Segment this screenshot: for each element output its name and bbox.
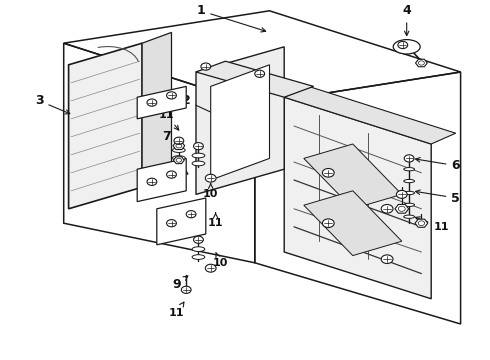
Polygon shape bbox=[157, 198, 206, 245]
Circle shape bbox=[404, 155, 414, 162]
Text: 2: 2 bbox=[182, 94, 222, 117]
Ellipse shape bbox=[404, 167, 415, 171]
Polygon shape bbox=[211, 65, 270, 180]
Text: 1: 1 bbox=[196, 4, 266, 32]
Circle shape bbox=[396, 190, 407, 198]
Polygon shape bbox=[415, 219, 428, 227]
Ellipse shape bbox=[393, 40, 420, 54]
Circle shape bbox=[194, 143, 203, 150]
Text: 7: 7 bbox=[162, 130, 179, 152]
Polygon shape bbox=[173, 157, 184, 164]
Text: 10: 10 bbox=[213, 252, 228, 268]
Text: 11: 11 bbox=[169, 302, 184, 318]
Polygon shape bbox=[137, 158, 186, 202]
Text: 9: 9 bbox=[172, 159, 188, 174]
Polygon shape bbox=[304, 191, 402, 256]
Polygon shape bbox=[284, 86, 456, 144]
Text: 11: 11 bbox=[159, 110, 179, 130]
Ellipse shape bbox=[172, 148, 185, 152]
Circle shape bbox=[398, 41, 408, 49]
Circle shape bbox=[255, 70, 265, 77]
Ellipse shape bbox=[192, 153, 205, 158]
Circle shape bbox=[205, 174, 216, 182]
Circle shape bbox=[205, 264, 216, 272]
Text: 4: 4 bbox=[402, 4, 411, 36]
Ellipse shape bbox=[404, 203, 415, 206]
Polygon shape bbox=[196, 61, 314, 97]
Text: 11: 11 bbox=[208, 213, 223, 228]
Text: 8: 8 bbox=[162, 213, 183, 231]
Ellipse shape bbox=[172, 156, 185, 161]
Circle shape bbox=[147, 99, 157, 106]
Circle shape bbox=[167, 220, 176, 227]
Circle shape bbox=[201, 63, 211, 70]
Ellipse shape bbox=[404, 215, 415, 218]
Circle shape bbox=[167, 171, 176, 178]
Text: 9: 9 bbox=[172, 276, 188, 291]
Ellipse shape bbox=[192, 247, 205, 251]
Text: 6: 6 bbox=[416, 158, 460, 172]
Circle shape bbox=[174, 137, 184, 144]
Circle shape bbox=[381, 204, 393, 213]
Circle shape bbox=[194, 236, 203, 243]
Ellipse shape bbox=[404, 180, 415, 183]
Circle shape bbox=[381, 255, 393, 264]
Polygon shape bbox=[395, 204, 409, 213]
Circle shape bbox=[322, 168, 334, 177]
Polygon shape bbox=[284, 97, 431, 299]
Ellipse shape bbox=[192, 161, 205, 166]
Circle shape bbox=[181, 286, 191, 293]
Polygon shape bbox=[137, 86, 186, 119]
Polygon shape bbox=[196, 47, 284, 194]
Polygon shape bbox=[173, 142, 185, 149]
Circle shape bbox=[186, 211, 196, 218]
Text: 3: 3 bbox=[35, 94, 70, 114]
Polygon shape bbox=[142, 32, 172, 187]
Polygon shape bbox=[304, 144, 402, 209]
Polygon shape bbox=[69, 43, 142, 209]
Polygon shape bbox=[416, 59, 427, 67]
Text: 5: 5 bbox=[416, 190, 460, 204]
Text: 10: 10 bbox=[203, 184, 219, 199]
Text: 11: 11 bbox=[416, 217, 449, 232]
Circle shape bbox=[147, 178, 157, 185]
Ellipse shape bbox=[404, 191, 415, 194]
Circle shape bbox=[322, 219, 334, 228]
Circle shape bbox=[167, 92, 176, 99]
Ellipse shape bbox=[192, 255, 205, 259]
